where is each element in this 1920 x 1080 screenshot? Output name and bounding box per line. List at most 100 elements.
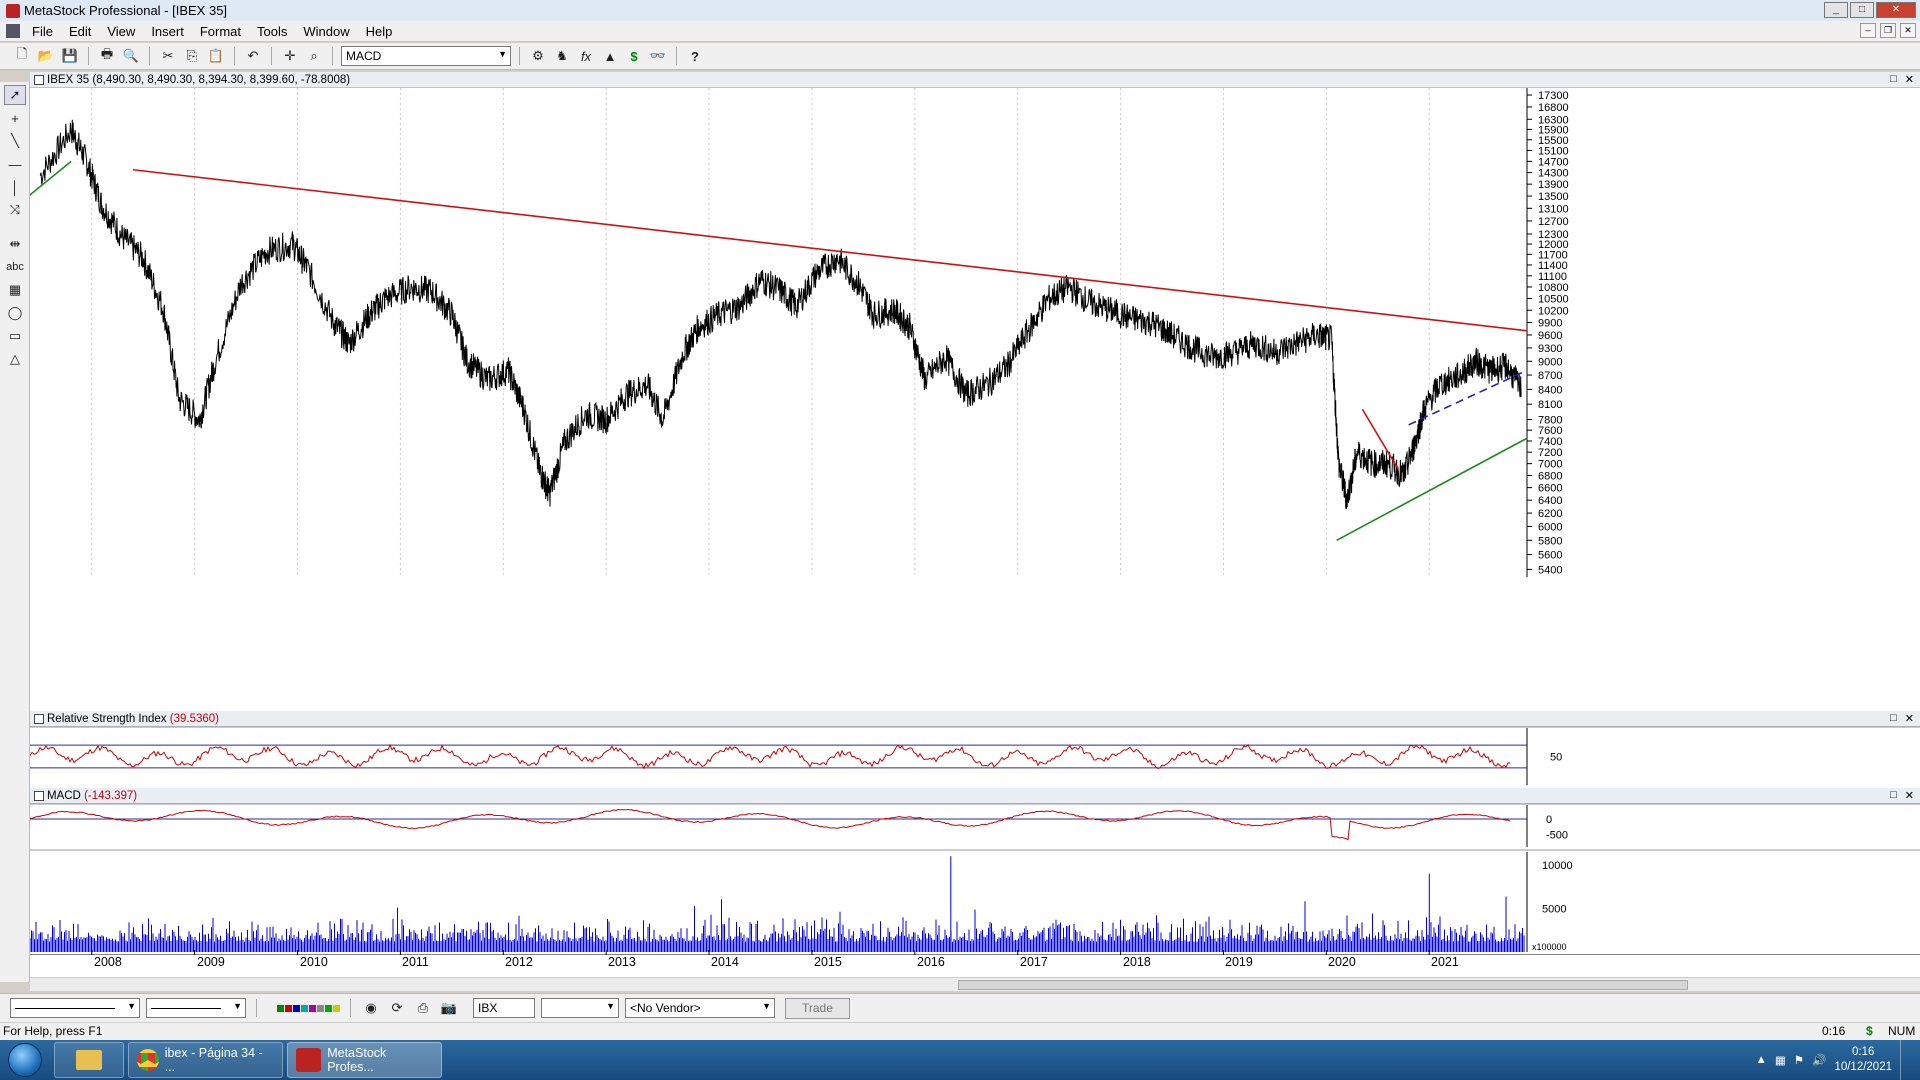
price-tick-label: 11100 [1538, 271, 1567, 283]
rectangle-icon[interactable]: ▭ [8, 328, 22, 343]
pointer-icon[interactable]: ➚ [4, 85, 26, 105]
volume-tick-label: 5000 [1542, 904, 1566, 916]
horizontal-scrollbar[interactable] [30, 977, 1920, 991]
help-icon[interactable]: ? [691, 48, 699, 64]
pane-checkbox[interactable] [34, 713, 44, 724]
clock[interactable]: 0:16 10/12/2021 [1834, 1045, 1892, 1075]
x-tick-label: 2008 [94, 955, 122, 969]
copy-icon[interactable]: ⎘ [186, 48, 198, 63]
pane-close-icon[interactable]: ✕ [1904, 713, 1914, 725]
tray-arrow-icon[interactable]: ▲ [1755, 1054, 1767, 1066]
scrollbar-thumb[interactable] [958, 980, 1688, 990]
cycle-lines-icon[interactable]: ⇹ [9, 236, 21, 251]
fibonacci-icon[interactable]: ⤨ [9, 202, 21, 217]
menu-tools[interactable]: Tools [257, 23, 288, 39]
close-button[interactable]: ✕ [1876, 2, 1916, 18]
pane-checkbox[interactable] [34, 74, 44, 85]
line-weight-select[interactable]: ▼ [146, 998, 246, 1018]
color-palette[interactable] [277, 1004, 340, 1012]
metastock-task-button[interactable]: MetaStock Profes... [287, 1042, 442, 1078]
cut-icon[interactable]: ✂ [162, 48, 174, 63]
menu-edit[interactable]: Edit [68, 23, 92, 39]
volume-icon[interactable]: 🔊 [1812, 1055, 1827, 1067]
price-tick-label: 12700 [1538, 216, 1569, 228]
toolbar-separator [234, 47, 235, 65]
clock-time: 0:16 [1852, 1046, 1875, 1058]
trendline-tool-icon[interactable]: ╲ [11, 133, 19, 148]
new-icon[interactable]: 🗋 [16, 46, 28, 61]
refresh-icon[interactable]: ⟳ [391, 1000, 403, 1015]
price-tick-label: 15100 [1538, 145, 1569, 157]
pane-maximize-icon[interactable]: □ [1890, 789, 1897, 801]
menu-file[interactable]: File [32, 23, 53, 39]
menu-format[interactable]: Format [199, 23, 241, 39]
network-icon[interactable]: ▦ [1774, 1055, 1786, 1067]
paste-icon[interactable]: 📋 [207, 48, 225, 63]
undo-icon[interactable]: ↶ [247, 48, 259, 63]
mdi-minimize-button[interactable]: – [1860, 23, 1876, 38]
crosshair-icon[interactable]: ✛ [284, 48, 296, 63]
pane-close-icon[interactable]: ✕ [1904, 790, 1914, 802]
menu-help[interactable]: Help [365, 23, 393, 39]
chart-svg[interactable]: 1730016800163001590015500151001470014300… [30, 72, 1920, 955]
open-folder-icon[interactable]: 📂 [37, 48, 55, 63]
minimize-button[interactable]: _ [1824, 2, 1848, 18]
camera-icon[interactable]: 📷 [440, 1000, 458, 1015]
maximize-button[interactable]: □ [1850, 2, 1874, 18]
pane-close-icon[interactable]: ✕ [1904, 74, 1914, 86]
grid-icon[interactable]: ▦ [8, 282, 22, 297]
zoom-icon[interactable]: ⌕ [310, 48, 318, 63]
status-help-text: For Help, press F1 [3, 1024, 103, 1038]
pane-maximize-icon[interactable]: □ [1890, 73, 1897, 85]
formula-icon[interactable]: fx [580, 48, 592, 64]
menu-insert[interactable]: Insert [151, 23, 184, 39]
text-tool-icon[interactable]: abc [6, 261, 24, 273]
pane-maximize-icon[interactable]: □ [1890, 712, 1897, 724]
expert-advisor-icon[interactable]: ⚙ [532, 48, 544, 63]
symbol-input[interactable]: IBX [473, 998, 535, 1018]
menu-bar: File Edit View Insert Format Tools Windo… [0, 21, 1920, 42]
flag-icon[interactable]: ⚑ [1793, 1055, 1805, 1067]
mdi-close-button[interactable]: ✕ [1900, 23, 1916, 38]
crosshair-tool-icon[interactable]: + [11, 110, 19, 126]
chart-window[interactable]: IBEX 35 (8,490.30, 8,490.30, 8,394.30, 8… [30, 72, 1920, 977]
vertical-line-icon[interactable]: │ [10, 179, 20, 195]
volume-unit-label: x100000 [1532, 942, 1567, 952]
explorer-task-button[interactable] [54, 1042, 124, 1078]
start-button[interactable] [0, 1040, 50, 1080]
snapshot-icon[interactable]: ⎙ [417, 1000, 429, 1015]
mdi-restore-button[interactable]: ❐ [1880, 23, 1896, 38]
print-icon[interactable]: 🖶 [100, 46, 114, 61]
price-tick-label: 9600 [1538, 330, 1562, 342]
ellipse-icon[interactable]: ◯ [7, 305, 23, 320]
x-tick-label: 2020 [1328, 955, 1356, 969]
horizontal-line-icon[interactable]: — [8, 156, 22, 172]
line-style-select[interactable]: ▼ [10, 998, 140, 1018]
chrome-icon [137, 1049, 159, 1071]
system-tester-icon[interactable]: ♞ [556, 48, 568, 63]
binoculars-icon[interactable]: 👓 [649, 48, 667, 63]
price-tick-label: 9900 [1538, 317, 1562, 329]
show-desktop-button[interactable] [1900, 1040, 1910, 1080]
volume-bars [30, 856, 1525, 952]
dollar-icon[interactable]: $ [630, 48, 638, 64]
print-preview-icon[interactable]: 🔍 [122, 48, 140, 63]
save-icon[interactable]: 💾 [61, 48, 79, 63]
triangle-icon[interactable]: △ [10, 351, 20, 366]
menu-window[interactable]: Window [303, 23, 350, 39]
period-select[interactable]: ▼ [541, 998, 619, 1018]
rsi-pane-title: Relative Strength Index [47, 712, 167, 725]
toolbar-separator [256, 999, 257, 1017]
pane-checkbox[interactable] [34, 790, 44, 801]
trade-button[interactable]: Trade [785, 997, 850, 1019]
explorer-icon[interactable]: ▲ [603, 48, 617, 64]
vendor-select[interactable]: <No Vendor> ▼ [625, 998, 775, 1018]
price-pane-values: (8,490.30, 8,490.30, 8,394.30, 8,399.60,… [92, 73, 351, 86]
chrome-icon[interactable]: ◉ [365, 1000, 377, 1015]
metastock-icon [296, 1048, 322, 1072]
chrome-task-button[interactable]: ibex - Página 34 - ... [128, 1042, 283, 1078]
document-icon[interactable] [6, 24, 20, 38]
menu-view[interactable]: View [107, 23, 136, 39]
price-tick-label: 16800 [1538, 102, 1569, 114]
indicator-select[interactable]: MACD ▼ [341, 46, 511, 66]
